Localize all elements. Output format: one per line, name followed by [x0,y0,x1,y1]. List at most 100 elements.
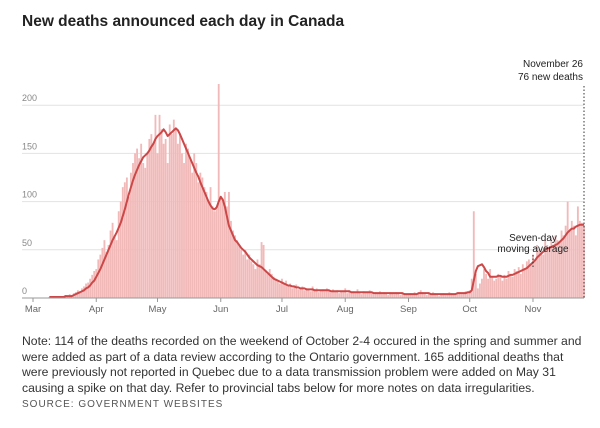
bar [207,201,210,298]
bar [154,114,157,298]
bar [511,276,514,298]
bar [513,269,516,298]
y-tick-label: 50 [22,238,32,248]
bar [446,294,449,298]
bar [291,288,294,298]
bar [132,163,134,298]
bar [360,294,363,298]
bar [381,294,383,298]
bar [191,172,194,298]
bar [223,191,226,298]
bar [309,291,312,298]
bar [425,295,428,298]
bar [558,242,561,298]
bar [352,291,355,298]
bar [219,196,222,298]
bar [115,240,118,298]
bar [450,293,453,298]
annotation-deaths: 76 new deaths [518,72,583,83]
bar [315,288,318,298]
bar [340,291,343,298]
bar [150,134,153,298]
bar [523,269,526,298]
y-tick-label: 150 [22,141,37,151]
bar [552,244,555,298]
bar [158,114,161,298]
bar [317,292,320,298]
bar [240,249,243,298]
bar [387,295,390,298]
bar [438,296,441,298]
bar [501,280,504,298]
bar [342,292,345,298]
bar [136,148,138,298]
bar [466,292,469,298]
bar [479,283,481,298]
bar [125,177,128,298]
bar [550,238,553,298]
bar [295,284,298,298]
bar [366,292,369,298]
bar [564,225,567,298]
bars [48,83,585,298]
bar [146,153,149,298]
bar [246,259,249,298]
bar [174,129,177,298]
bar [536,244,538,298]
bar [305,288,308,298]
bar [474,273,477,298]
bar [327,290,330,298]
bar [376,293,379,298]
bar [358,292,361,298]
bar [183,163,185,298]
bar [576,206,579,298]
bar [97,259,100,298]
bar [170,134,173,298]
bar [287,286,290,298]
bar [213,211,216,298]
annotations: November 26 76 new deaths Seven-daymoving … [497,59,585,298]
bar [393,294,396,298]
bar [346,293,349,298]
bar [505,278,508,298]
bar [130,172,132,298]
annotation-average: moving average [497,244,569,255]
bar [440,294,443,298]
bar [205,191,208,298]
source: SOURCE: GOVERNMENT WEBSITES [22,399,224,410]
bar [560,230,563,298]
bar [370,293,373,298]
bar [405,294,408,298]
bar [468,290,471,298]
bar [348,290,351,298]
bar [162,143,165,298]
bar [356,289,359,298]
bar [260,242,263,298]
note: Note: 114 of the deaths recorded on the … [22,334,582,395]
bar [248,254,251,298]
x-tick-label: May [149,304,167,315]
bar [262,244,265,298]
bar [336,290,338,298]
chart: New deaths announced each day in Canada … [22,13,585,315]
bar [244,249,247,298]
bar [554,235,557,298]
x-tick-label: Oct [462,304,477,315]
bar [452,294,455,298]
bar [127,196,130,298]
bar [227,191,230,298]
bar [509,273,512,298]
bar [409,293,412,298]
bar [542,254,545,298]
y-tick-label: 100 [22,190,37,200]
bar [195,163,198,298]
bar [503,274,506,298]
bar [172,119,175,298]
bar [362,291,365,298]
bar [401,294,404,298]
bar [85,283,87,298]
bar [121,187,124,298]
bar [99,254,102,298]
bar [472,211,475,298]
